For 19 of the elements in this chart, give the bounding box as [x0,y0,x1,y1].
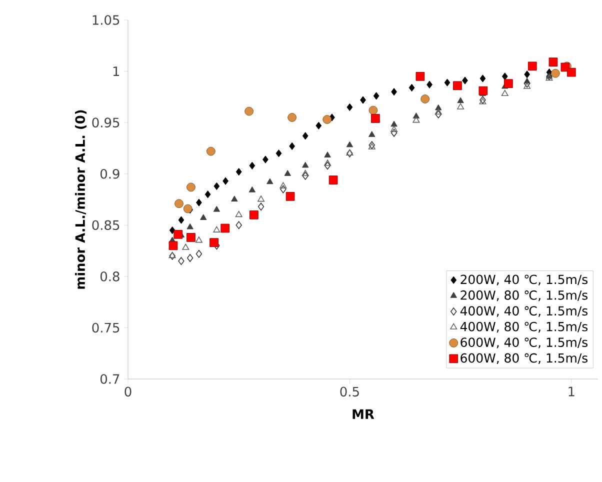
y-axis-title: minor A.L./minor A.L. (0) [74,110,87,289]
x-tick-label: 0.5 [340,386,359,397]
y-tick-label: 0.75 [92,322,120,333]
legend-label: 400W, 80 ℃, 1.5m/s [460,322,588,333]
y-tick-label: 0.85 [92,220,120,230]
y-tick-label: 1.05 [92,15,120,25]
y-tick-label: 0.8 [100,272,120,282]
x-tick-label: 0 [124,386,132,397]
legend-label: 200W, 80 ℃, 1.5m/s [460,290,588,302]
y-tick-label: 0.7 [100,374,120,384]
legend-label: 600W, 80 ℃, 1.5m/s [460,353,588,364]
x-tick-label: 1 [568,386,574,396]
legend-label: 200W, 40 ℃, 1.5m/s [460,274,588,286]
legend-label: 400W, 40 ℃, 1.5m/s [460,306,588,317]
y-tick-label: 1 [113,66,120,76]
y-tick-label: 0.9 [100,168,120,179]
legend-label: 600W, 40 ℃, 1.5m/s [460,338,588,348]
y-tick-label: 0.95 [92,118,120,128]
x-axis-title: MR [352,409,374,419]
